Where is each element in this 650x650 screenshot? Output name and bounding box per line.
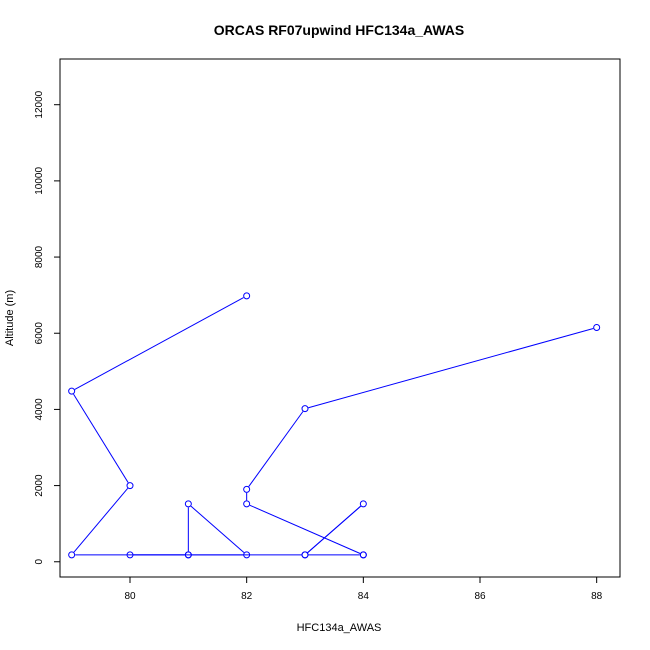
data-point: [68, 387, 76, 395]
x-tick-label: 84: [358, 591, 370, 602]
data-point: [126, 551, 134, 559]
x-tick-label: 82: [241, 591, 253, 602]
series-segment: [73, 487, 129, 553]
data-point: [184, 551, 192, 559]
data-point: [359, 500, 367, 508]
plot-frame: [59, 58, 621, 578]
data-point: [301, 551, 309, 559]
data-point: [243, 292, 251, 300]
y-tick-label: 10000: [34, 167, 45, 195]
y-tick-label: 0: [34, 559, 45, 565]
x-tick-label: 86: [474, 591, 486, 602]
series-layer: [68, 292, 601, 559]
data-point: [68, 551, 76, 559]
x-tick-label: 80: [124, 591, 136, 602]
y-tick-label: 2000: [34, 474, 45, 497]
data-point: [301, 405, 309, 413]
data-point: [243, 485, 251, 493]
series-segment: [248, 411, 304, 487]
x-axis-label: HFC134a_AWAS: [297, 622, 382, 634]
series-segment: [307, 505, 362, 553]
series-segment: [190, 505, 245, 553]
chart-title: ORCAS RF07upwind HFC134a_AWAS: [214, 22, 465, 38]
y-tick-label: 8000: [34, 245, 45, 268]
series-segment: [73, 393, 129, 483]
y-tick-label: 6000: [34, 322, 45, 345]
y-tick-label: 4000: [34, 398, 45, 421]
data-point: [243, 551, 251, 559]
data-point: [243, 500, 251, 508]
y-tick-label: 12000: [34, 90, 45, 118]
data-point: [359, 551, 367, 559]
data-point: [184, 500, 192, 508]
x-axis: 80 82 84 86 88: [124, 576, 603, 602]
x-tick-label: 88: [591, 591, 603, 602]
data-point: [593, 324, 601, 332]
data-point: [126, 482, 134, 490]
y-axis-label: Altitude (m): [4, 290, 16, 346]
series-segment: [74, 297, 244, 390]
series-segment: [249, 504, 361, 554]
y-axis: 0 2000 4000 6000 8000 10000 12000: [34, 90, 61, 565]
series-segment: [308, 327, 594, 409]
